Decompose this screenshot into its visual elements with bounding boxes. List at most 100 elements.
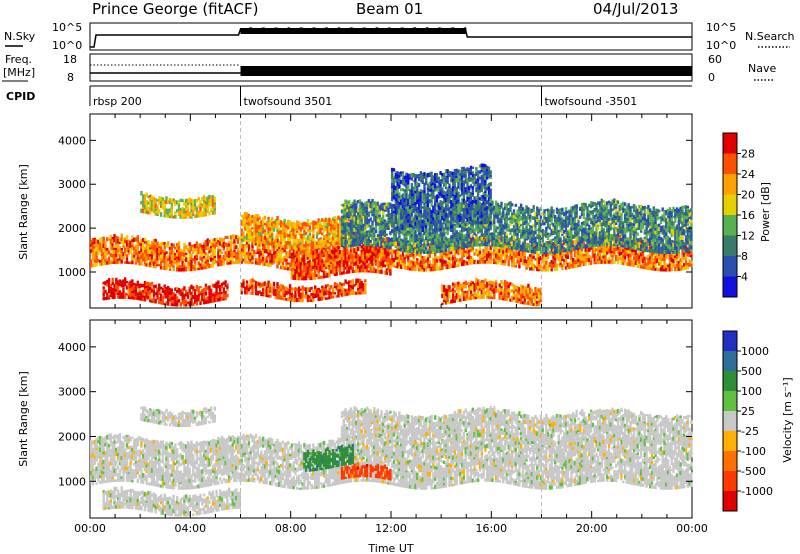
heatmap-cell (303, 261, 306, 266)
heatmap-cell (459, 258, 462, 262)
heatmap-cell (643, 260, 646, 264)
heatmap-cell (288, 266, 292, 271)
heatmap-cell (349, 291, 353, 296)
heatmap-cell (319, 297, 322, 301)
heatmap-cell (181, 214, 184, 219)
heatmap-cell (348, 235, 351, 240)
heatmap-cell (371, 247, 374, 252)
heatmap-cell (360, 249, 363, 253)
heatmap-cell (296, 291, 299, 294)
heatmap-cell (387, 252, 390, 256)
heatmap-cell (425, 259, 428, 264)
heatmap-cell (107, 260, 111, 265)
heatmap-cell (217, 262, 220, 267)
heatmap-cell (358, 282, 362, 285)
heatmap-cell (482, 289, 485, 293)
heatmap-cell (172, 265, 175, 268)
heatmap-cell (340, 250, 344, 255)
heatmap-cell (392, 241, 396, 247)
heatmap-cell (263, 232, 267, 236)
heatmap-cell (256, 245, 259, 249)
heatmap-cell (310, 276, 313, 280)
heatmap-cell (645, 241, 648, 246)
heatmap-cell (301, 242, 304, 247)
heatmap-cell (278, 243, 281, 247)
heatmap-cell (226, 247, 229, 250)
heatmap-cell (369, 255, 372, 260)
heatmap-cell (555, 251, 559, 256)
heatmap-cell (297, 259, 301, 264)
heatmap-cell (253, 227, 256, 230)
heatmap-cell (308, 242, 311, 247)
heatmap-cell (242, 252, 245, 257)
heatmap-cell (534, 295, 537, 299)
heatmap-cell (357, 246, 360, 252)
heatmap-cell (681, 258, 684, 264)
heatmap-cell (527, 299, 530, 302)
heatmap-cell (290, 256, 294, 259)
heatmap-cell (663, 261, 666, 264)
heatmap-cell (555, 255, 559, 259)
heatmap-cell (439, 265, 442, 269)
heatmap-cell (177, 262, 181, 266)
heatmap-cell (306, 223, 310, 227)
heatmap-cell (425, 247, 428, 250)
heatmap-cell (561, 258, 564, 262)
heatmap-cell (333, 227, 337, 231)
heatmap-cell (649, 265, 652, 271)
heatmap-cell (591, 247, 595, 250)
heatmap-cell (342, 267, 345, 272)
heatmap-cell (310, 229, 313, 232)
heatmap-cell (502, 281, 505, 286)
heatmap-cell (154, 198, 157, 201)
heatmap-cell (163, 242, 166, 245)
heatmap-cell (310, 248, 313, 253)
heatmap-cell (410, 268, 414, 271)
heatmap-cell (278, 257, 281, 262)
heatmap-cell (382, 237, 385, 241)
heatmap-cell (340, 236, 344, 242)
heatmap-cell (165, 260, 168, 264)
heatmap-cell (294, 257, 297, 262)
heatmap-cell (142, 203, 145, 207)
heatmap-cell (308, 268, 311, 272)
nsearch-label: N.Search (745, 30, 795, 43)
heatmap-cell (190, 291, 193, 295)
heatmap-cell (306, 298, 310, 303)
heatmap-cell (337, 237, 340, 242)
heatmap-cell (245, 283, 249, 286)
heatmap-cell (296, 227, 299, 231)
heatmap-cell (502, 260, 505, 264)
heatmap-cell (351, 289, 354, 292)
heatmap-cell (170, 199, 173, 203)
heatmap-cell (267, 280, 270, 285)
heatmap-cell (176, 267, 179, 272)
heatmap-cell (668, 260, 672, 264)
heatmap-cell (278, 227, 281, 231)
heatmap-cell (333, 239, 337, 242)
heatmap-cell (208, 246, 211, 251)
heatmap-cell (244, 256, 247, 261)
heatmap-cell (185, 212, 188, 217)
heatmap-cell (143, 241, 147, 244)
heatmap-cell (364, 251, 367, 256)
heatmap-cell (469, 296, 473, 300)
heatmap-cell (154, 250, 157, 253)
heatmap-cell (111, 250, 114, 254)
heatmap-cell (308, 248, 311, 253)
heatmap-cell (283, 219, 286, 223)
heatmap-cell (299, 288, 302, 291)
heatmap-cell (251, 215, 254, 218)
heatmap-cell (297, 272, 301, 277)
heatmap-cell (344, 266, 347, 270)
heatmap-cell (374, 262, 378, 266)
heatmap-cell (161, 295, 165, 300)
heatmap-cell (235, 235, 238, 239)
heatmap-cell (537, 303, 541, 307)
heatmap-cell (265, 286, 268, 291)
heatmap-cell (260, 258, 263, 264)
heatmap-cell (647, 262, 650, 266)
heatmap-cell (369, 263, 372, 267)
heatmap-cell (131, 235, 134, 240)
heatmap-cell (308, 238, 311, 242)
